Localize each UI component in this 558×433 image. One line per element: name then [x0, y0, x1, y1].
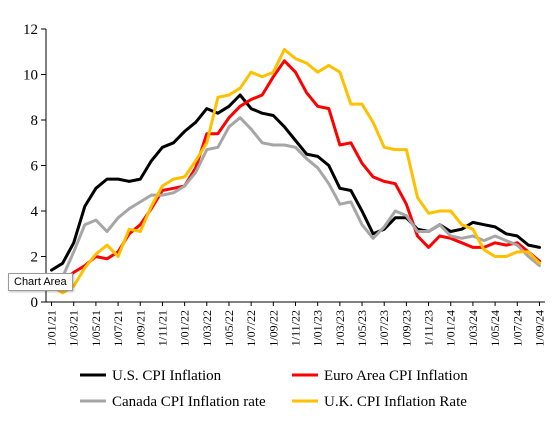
series-line-1 — [50, 93, 541, 272]
x-tick-label: 1/07/23 — [377, 310, 391, 347]
chart-area-tooltip: Chart Area — [8, 273, 73, 291]
legend-item-2: Euro Area CPI Inflation — [292, 368, 468, 384]
x-tick-label: 1/03/21 — [67, 310, 81, 347]
y-tick-label: 10 — [23, 68, 38, 84]
x-tick-label: 1/09/22 — [266, 310, 280, 347]
x-tick-label: 1/09/21 — [133, 310, 147, 347]
x-tick-label: 1/01/22 — [178, 310, 192, 347]
y-tick-label: 4 — [31, 204, 39, 220]
series-line-3 — [50, 116, 541, 281]
legend-item-4: U.K. CPI Inflation Rate — [292, 394, 467, 410]
legend-label: U.K. CPI Inflation Rate — [324, 394, 467, 410]
x-tick-label: 1/03/24 — [466, 310, 480, 347]
x-tick-label: 1/01/24 — [444, 310, 458, 347]
x-tick-label: 1/05/24 — [488, 310, 502, 347]
legend-item-1: U.S. CPI Inflation — [80, 368, 222, 384]
x-tick-label: 1/01/23 — [311, 310, 325, 347]
y-tick-label: 12 — [23, 22, 38, 38]
x-tick-label: 1/07/24 — [510, 310, 524, 347]
x-tick-label: 1/05/21 — [89, 310, 103, 347]
series-layer — [50, 48, 541, 295]
x-tick-label: 1/09/23 — [399, 310, 413, 347]
legend-label: U.S. CPI Inflation — [112, 368, 222, 384]
x-tick-label: 1/03/23 — [333, 310, 347, 347]
x-tick-label: 1/03/22 — [200, 310, 214, 347]
legend-label: Canada CPI Inflation rate — [112, 394, 266, 410]
y-tick-label: 2 — [31, 250, 39, 266]
x-axis: 1/01/21 1/03/21 1/05/21 1/07/21 1/09/21 1/11/… — [45, 301, 546, 347]
x-tick-label: 1/11/22 — [289, 310, 303, 346]
x-tick-label: 1/05/23 — [355, 310, 369, 347]
y-tick-label: 0 — [31, 295, 39, 311]
x-tick-label: 1/07/22 — [244, 310, 258, 347]
y-axis: 0 2 4 6 8 10 12 — [23, 22, 47, 311]
series-line-4 — [50, 48, 541, 295]
series-line-2 — [50, 59, 541, 283]
legend-label: Euro Area CPI Inflation — [324, 368, 468, 384]
y-tick-label: 8 — [31, 113, 39, 129]
legend-item-3: Canada CPI Inflation rate — [80, 394, 266, 410]
x-tick-label: 1/11/23 — [422, 310, 436, 346]
y-tick-label: 6 — [31, 159, 39, 175]
legend[interactable]: U.S. CPI Inflation Euro Area CPI Inflatio… — [80, 368, 468, 410]
x-tick-label: 1/07/21 — [111, 310, 125, 347]
x-tick-label: 1/05/22 — [222, 310, 236, 347]
x-tick-label: 1/01/21 — [45, 310, 59, 347]
x-tick-label: 1/09/24 — [532, 310, 546, 347]
x-tick-label: 1/11/21 — [155, 310, 169, 346]
